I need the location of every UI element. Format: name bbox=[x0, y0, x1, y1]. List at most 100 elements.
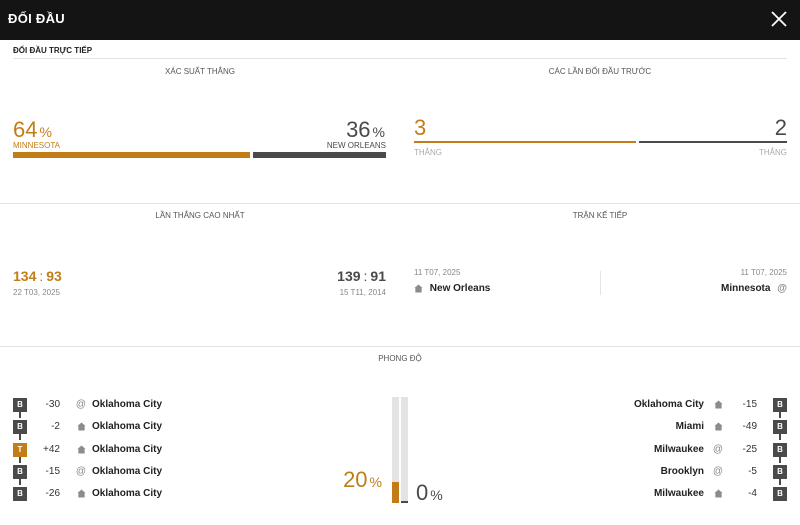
score-diff: -49 bbox=[742, 421, 757, 432]
result-badge: B bbox=[13, 420, 27, 434]
opponent-name: Milwaukee bbox=[653, 488, 704, 499]
venue-indicator bbox=[712, 421, 724, 432]
result-badge: B bbox=[13, 465, 27, 479]
away-previous-wins: 2 bbox=[774, 115, 787, 140]
score-diff: -4 bbox=[748, 488, 757, 499]
home-form-row[interactable]: B -30 @ Oklahoma City bbox=[13, 398, 213, 418]
score-diff: -2 bbox=[51, 421, 60, 432]
home-icon bbox=[414, 284, 423, 293]
home-biggest-win-date: 22 T03, 2025 bbox=[13, 288, 61, 297]
away-form-row[interactable]: Oklahoma City -15 B bbox=[587, 398, 787, 418]
opponent-name: Oklahoma City bbox=[92, 466, 163, 477]
venue-indicator: @ bbox=[75, 399, 87, 410]
score-diff: -30 bbox=[45, 399, 60, 410]
next-match-right-team[interactable]: Minnesota @ bbox=[721, 283, 787, 295]
home-form-row[interactable]: T +42 Oklahoma City bbox=[13, 443, 213, 463]
result-badge: B bbox=[773, 420, 787, 434]
away-win-percent: 36% bbox=[346, 117, 385, 142]
win-probability-label: XÁC SUẤT THẮNG bbox=[165, 67, 235, 76]
score-diff: -5 bbox=[748, 466, 757, 477]
result-badge: B bbox=[773, 398, 787, 412]
home-wins-label: THẮNG bbox=[414, 148, 442, 157]
venue-indicator: @ bbox=[75, 466, 87, 477]
venue-indicator bbox=[75, 488, 87, 499]
score-diff: -15 bbox=[742, 399, 757, 410]
divider bbox=[600, 271, 601, 295]
home-form-row[interactable]: B -2 Oklahoma City bbox=[13, 420, 213, 440]
divider bbox=[0, 346, 800, 347]
at-icon: @ bbox=[777, 283, 787, 294]
home-form-row[interactable]: B -26 Oklahoma City bbox=[13, 487, 213, 503]
divider bbox=[0, 203, 800, 204]
result-badge: B bbox=[773, 487, 787, 501]
home-icon bbox=[76, 445, 86, 454]
home-icon bbox=[713, 422, 723, 431]
at-icon: @ bbox=[712, 444, 724, 455]
result-badge: B bbox=[773, 443, 787, 457]
home-icon bbox=[76, 489, 86, 498]
opponent-name: Oklahoma City bbox=[92, 399, 163, 410]
biggest-win-label: LẦN THẮNG CAO NHẤT bbox=[155, 211, 245, 220]
badge-connector bbox=[19, 479, 21, 485]
home-icon bbox=[713, 489, 723, 498]
away-form-row[interactable]: Brooklyn @ -5 B bbox=[587, 465, 787, 485]
home-form-percent: 20% bbox=[343, 467, 382, 492]
home-team-name: MINNESOTA bbox=[13, 141, 60, 150]
score-diff: +42 bbox=[43, 444, 60, 455]
away-team-name: NEW ORLEANS bbox=[326, 141, 386, 150]
opponent-name: Oklahoma City bbox=[92, 488, 163, 499]
opponent-name: Milwaukee bbox=[653, 444, 704, 455]
form-label: PHONG ĐỘ bbox=[378, 354, 422, 363]
home-probability-bar bbox=[13, 152, 250, 158]
venue-indicator bbox=[712, 399, 724, 410]
badge-connector bbox=[19, 434, 21, 440]
result-badge: B bbox=[773, 465, 787, 479]
badge-connector bbox=[779, 412, 781, 418]
opponent-name: Oklahoma City bbox=[92, 444, 163, 455]
next-match-right-date: 11 T07, 2025 bbox=[740, 268, 787, 277]
opponent-name: Oklahoma City bbox=[92, 421, 163, 432]
badge-connector bbox=[19, 412, 21, 418]
result-badge: B bbox=[13, 487, 27, 501]
away-biggest-win-score: 139:91 bbox=[337, 268, 386, 284]
home-previous-wins: 3 bbox=[414, 115, 427, 140]
next-match-left-date: 11 T07, 2025 bbox=[414, 268, 461, 277]
away-form-row[interactable]: Milwaukee -4 B bbox=[587, 487, 787, 503]
result-badge: T bbox=[13, 443, 27, 457]
badge-connector bbox=[779, 479, 781, 485]
badge-connector bbox=[779, 434, 781, 440]
venue-indicator bbox=[712, 488, 724, 499]
home-biggest-win-score: 134:93 bbox=[13, 268, 62, 284]
next-match-label: TRẬN KẾ TIẾP bbox=[572, 211, 628, 220]
close-icon[interactable] bbox=[770, 10, 788, 28]
result-badge: B bbox=[13, 398, 27, 412]
away-form-row[interactable]: Miami -49 B bbox=[587, 420, 787, 440]
score-diff: -26 bbox=[45, 488, 60, 499]
opponent-name: Oklahoma City bbox=[633, 399, 704, 410]
venue-indicator bbox=[75, 444, 87, 455]
away-probability-bar bbox=[253, 152, 386, 158]
home-form-row[interactable]: B -15 @ Oklahoma City bbox=[13, 465, 213, 485]
divider bbox=[13, 58, 787, 59]
away-wins-label: THẮNG bbox=[759, 148, 787, 157]
at-icon: @ bbox=[75, 466, 87, 477]
home-icon bbox=[76, 422, 86, 431]
badge-connector bbox=[19, 457, 21, 463]
away-previous-bar bbox=[639, 141, 787, 143]
away-form-bar bbox=[401, 397, 408, 503]
score-diff: -25 bbox=[742, 444, 757, 455]
home-win-percent: 64% bbox=[13, 117, 52, 142]
venue-indicator: @ bbox=[712, 444, 724, 455]
away-form-percent: 0% bbox=[416, 480, 443, 505]
at-icon: @ bbox=[75, 399, 87, 410]
section-subheader: ĐỐI ĐẦU TRỰC TIẾP bbox=[13, 46, 93, 55]
next-match-left-team[interactable]: New Orleans bbox=[414, 283, 490, 294]
home-icon bbox=[713, 400, 723, 409]
away-form-row[interactable]: Milwaukee @ -25 B bbox=[587, 443, 787, 463]
home-previous-bar bbox=[414, 141, 636, 143]
modal-header: ĐỐI ĐẦU bbox=[0, 0, 800, 40]
venue-indicator: @ bbox=[712, 466, 724, 477]
modal-title: ĐỐI ĐẦU bbox=[8, 11, 65, 26]
opponent-name: Miami bbox=[675, 421, 704, 432]
away-biggest-win-date: 15 T11, 2014 bbox=[339, 288, 386, 297]
